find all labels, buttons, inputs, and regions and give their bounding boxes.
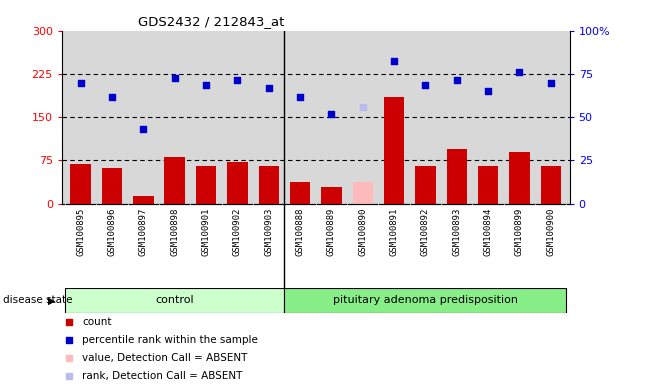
- Bar: [258, 166, 279, 204]
- Text: pituitary adenoma predisposition: pituitary adenoma predisposition: [333, 295, 518, 306]
- Text: GSM100894: GSM100894: [484, 208, 493, 256]
- Bar: [290, 182, 311, 204]
- Bar: [321, 187, 342, 204]
- Point: [138, 126, 148, 132]
- Bar: [284, 288, 566, 313]
- Text: GSM100901: GSM100901: [202, 208, 210, 256]
- Text: GSM100889: GSM100889: [327, 208, 336, 256]
- Point: [421, 82, 431, 88]
- Point: [76, 79, 86, 86]
- Bar: [478, 166, 498, 204]
- Bar: [353, 182, 373, 204]
- Text: percentile rank within the sample: percentile rank within the sample: [82, 335, 258, 345]
- Bar: [165, 157, 185, 204]
- Text: value, Detection Call = ABSENT: value, Detection Call = ABSENT: [82, 353, 247, 364]
- Text: GSM100888: GSM100888: [296, 208, 305, 256]
- Bar: [227, 162, 247, 204]
- Point: [201, 82, 211, 88]
- Bar: [509, 152, 530, 204]
- Bar: [415, 166, 436, 204]
- Point: [380, 115, 390, 121]
- Text: GSM100896: GSM100896: [107, 208, 117, 256]
- Point: [107, 94, 117, 100]
- Text: GSM100892: GSM100892: [421, 208, 430, 256]
- Text: GSM100900: GSM100900: [546, 208, 555, 256]
- Point: [389, 58, 399, 64]
- Bar: [133, 196, 154, 204]
- Text: GSM100903: GSM100903: [264, 208, 273, 256]
- Text: GSM100890: GSM100890: [358, 208, 367, 256]
- Text: GDS2432 / 212843_at: GDS2432 / 212843_at: [138, 15, 284, 28]
- Point: [169, 75, 180, 81]
- Point: [380, 274, 390, 280]
- Point: [264, 85, 274, 91]
- Text: rank, Detection Call = ABSENT: rank, Detection Call = ABSENT: [82, 371, 243, 381]
- Point: [326, 111, 337, 118]
- Bar: [70, 164, 91, 204]
- Point: [452, 76, 462, 83]
- Bar: [447, 149, 467, 204]
- Text: GSM100891: GSM100891: [389, 208, 398, 256]
- Text: GSM100899: GSM100899: [515, 208, 524, 256]
- Bar: [65, 288, 284, 313]
- Point: [295, 94, 305, 100]
- Text: GSM100897: GSM100897: [139, 208, 148, 256]
- Bar: [196, 166, 216, 204]
- Bar: [540, 166, 561, 204]
- Point: [483, 88, 493, 94]
- Text: disease state: disease state: [3, 295, 73, 306]
- Bar: [384, 97, 404, 204]
- Text: GSM100895: GSM100895: [76, 208, 85, 256]
- Point: [546, 79, 556, 86]
- Text: ▶: ▶: [48, 295, 55, 306]
- Point: [232, 76, 243, 83]
- Text: control: control: [156, 295, 194, 306]
- Point: [357, 104, 368, 110]
- Point: [514, 69, 525, 75]
- Text: GSM100893: GSM100893: [452, 208, 462, 256]
- Text: GSM100898: GSM100898: [170, 208, 179, 256]
- Bar: [102, 168, 122, 204]
- Text: GSM100902: GSM100902: [233, 208, 242, 256]
- Text: count: count: [82, 316, 112, 326]
